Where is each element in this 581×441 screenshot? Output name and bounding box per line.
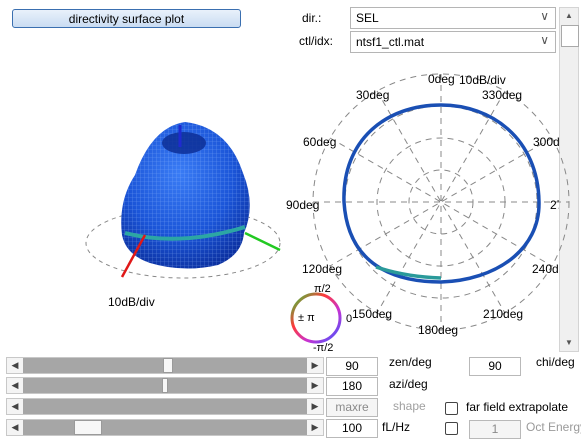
azi-slider[interactable]: ◀ ▶ bbox=[6, 377, 324, 394]
directivity-surface-plot-button[interactable]: directivity surface plot bbox=[12, 9, 241, 28]
left-arrow-icon[interactable]: ◀ bbox=[7, 399, 23, 414]
azi-unit-label: azi/deg bbox=[389, 377, 428, 391]
phase-color-wheel bbox=[290, 292, 342, 344]
oct-energy-label: Oct Energy bbox=[526, 420, 581, 434]
ctl-value: ntsf1_ctl.mat bbox=[356, 35, 425, 49]
right-arrow-icon[interactable]: ▶ bbox=[307, 399, 323, 414]
phase-bottom-label: -π/2 bbox=[313, 342, 334, 354]
phase-left-label: ± π bbox=[298, 312, 315, 324]
shape-value-field: maxre bbox=[326, 398, 378, 417]
zen-slider[interactable]: ◀ ▶ bbox=[6, 357, 324, 374]
azi-value-field[interactable]: 180 bbox=[326, 377, 378, 396]
scroll-up-icon[interactable]: ▲ bbox=[565, 11, 573, 20]
oct-value-field: 1 bbox=[469, 420, 521, 439]
right-arrow-icon[interactable]: ▶ bbox=[307, 378, 323, 393]
polar-scale-label: 10dB/div bbox=[459, 73, 506, 87]
right-arrow-icon[interactable]: ▶ bbox=[307, 358, 323, 373]
zen-slider-thumb[interactable] bbox=[163, 358, 173, 373]
right-arrow-icon[interactable]: ▶ bbox=[307, 420, 323, 435]
oct-energy-checkbox[interactable] bbox=[445, 422, 458, 435]
directivity-surface-plot[interactable] bbox=[60, 105, 290, 305]
polar-label-180deg: 180deg bbox=[418, 323, 459, 337]
azi-slider-thumb[interactable] bbox=[162, 378, 168, 393]
polar-plot[interactable] bbox=[276, 60, 581, 345]
scroll-thumb[interactable] bbox=[561, 25, 579, 47]
ctl-label: ctl/idx: bbox=[299, 34, 334, 48]
chi-unit-label: chi/deg bbox=[536, 355, 575, 369]
freq-unit-label: fL/Hz bbox=[382, 420, 411, 434]
freq-slider-thumb[interactable] bbox=[74, 420, 102, 435]
surface-scale-label: 10dB/div bbox=[108, 295, 155, 309]
chevron-down-icon: ∨ bbox=[540, 9, 549, 23]
vertical-scrollbar[interactable]: ▲ ▼ bbox=[559, 7, 579, 352]
phase-top-label: π/2 bbox=[314, 283, 331, 295]
shape-slider[interactable]: ◀ ▶ bbox=[6, 398, 324, 415]
scroll-down-icon[interactable]: ▼ bbox=[565, 338, 573, 347]
left-arrow-icon[interactable]: ◀ bbox=[7, 358, 23, 373]
zen-value-field[interactable]: 90 bbox=[326, 357, 378, 376]
shape-unit-label: shape bbox=[393, 399, 426, 413]
polar-label-300deg: 300deg bbox=[533, 135, 559, 149]
far-field-label: far field extrapolate bbox=[466, 400, 569, 414]
polar-label-240deg: 240deg bbox=[532, 262, 559, 276]
polar-label-120deg: 120deg bbox=[302, 262, 343, 276]
polar-label-150deg: 150deg bbox=[352, 307, 393, 321]
chevron-down-icon: ∨ bbox=[540, 33, 549, 47]
dir-label: dir.: bbox=[302, 11, 322, 25]
polar-label-90deg: 90deg bbox=[286, 198, 320, 212]
dir-value: SEL bbox=[356, 11, 379, 25]
polar-label-270deg: 270deg bbox=[550, 198, 559, 212]
polar-label-210deg: 210deg bbox=[483, 307, 524, 321]
dir-select[interactable]: SEL ∨ bbox=[350, 7, 556, 29]
freq-slider[interactable]: ◀ ▶ bbox=[6, 419, 324, 436]
zen-unit-label: zen/deg bbox=[389, 355, 432, 369]
polar-label-0deg: 0deg bbox=[428, 72, 455, 86]
left-arrow-icon[interactable]: ◀ bbox=[7, 420, 23, 435]
far-field-checkbox[interactable] bbox=[445, 402, 458, 415]
polar-label-330deg: 330deg bbox=[482, 88, 523, 102]
left-arrow-icon[interactable]: ◀ bbox=[7, 378, 23, 393]
polar-label-60deg: 60deg bbox=[303, 135, 337, 149]
chi-value-field[interactable]: 90 bbox=[469, 357, 521, 376]
phase-right-label: 0 bbox=[346, 313, 353, 325]
ctl-select[interactable]: ntsf1_ctl.mat ∨ bbox=[350, 31, 556, 53]
freq-value-field[interactable]: 100 bbox=[326, 419, 378, 438]
polar-label-30deg: 30deg bbox=[356, 88, 390, 102]
